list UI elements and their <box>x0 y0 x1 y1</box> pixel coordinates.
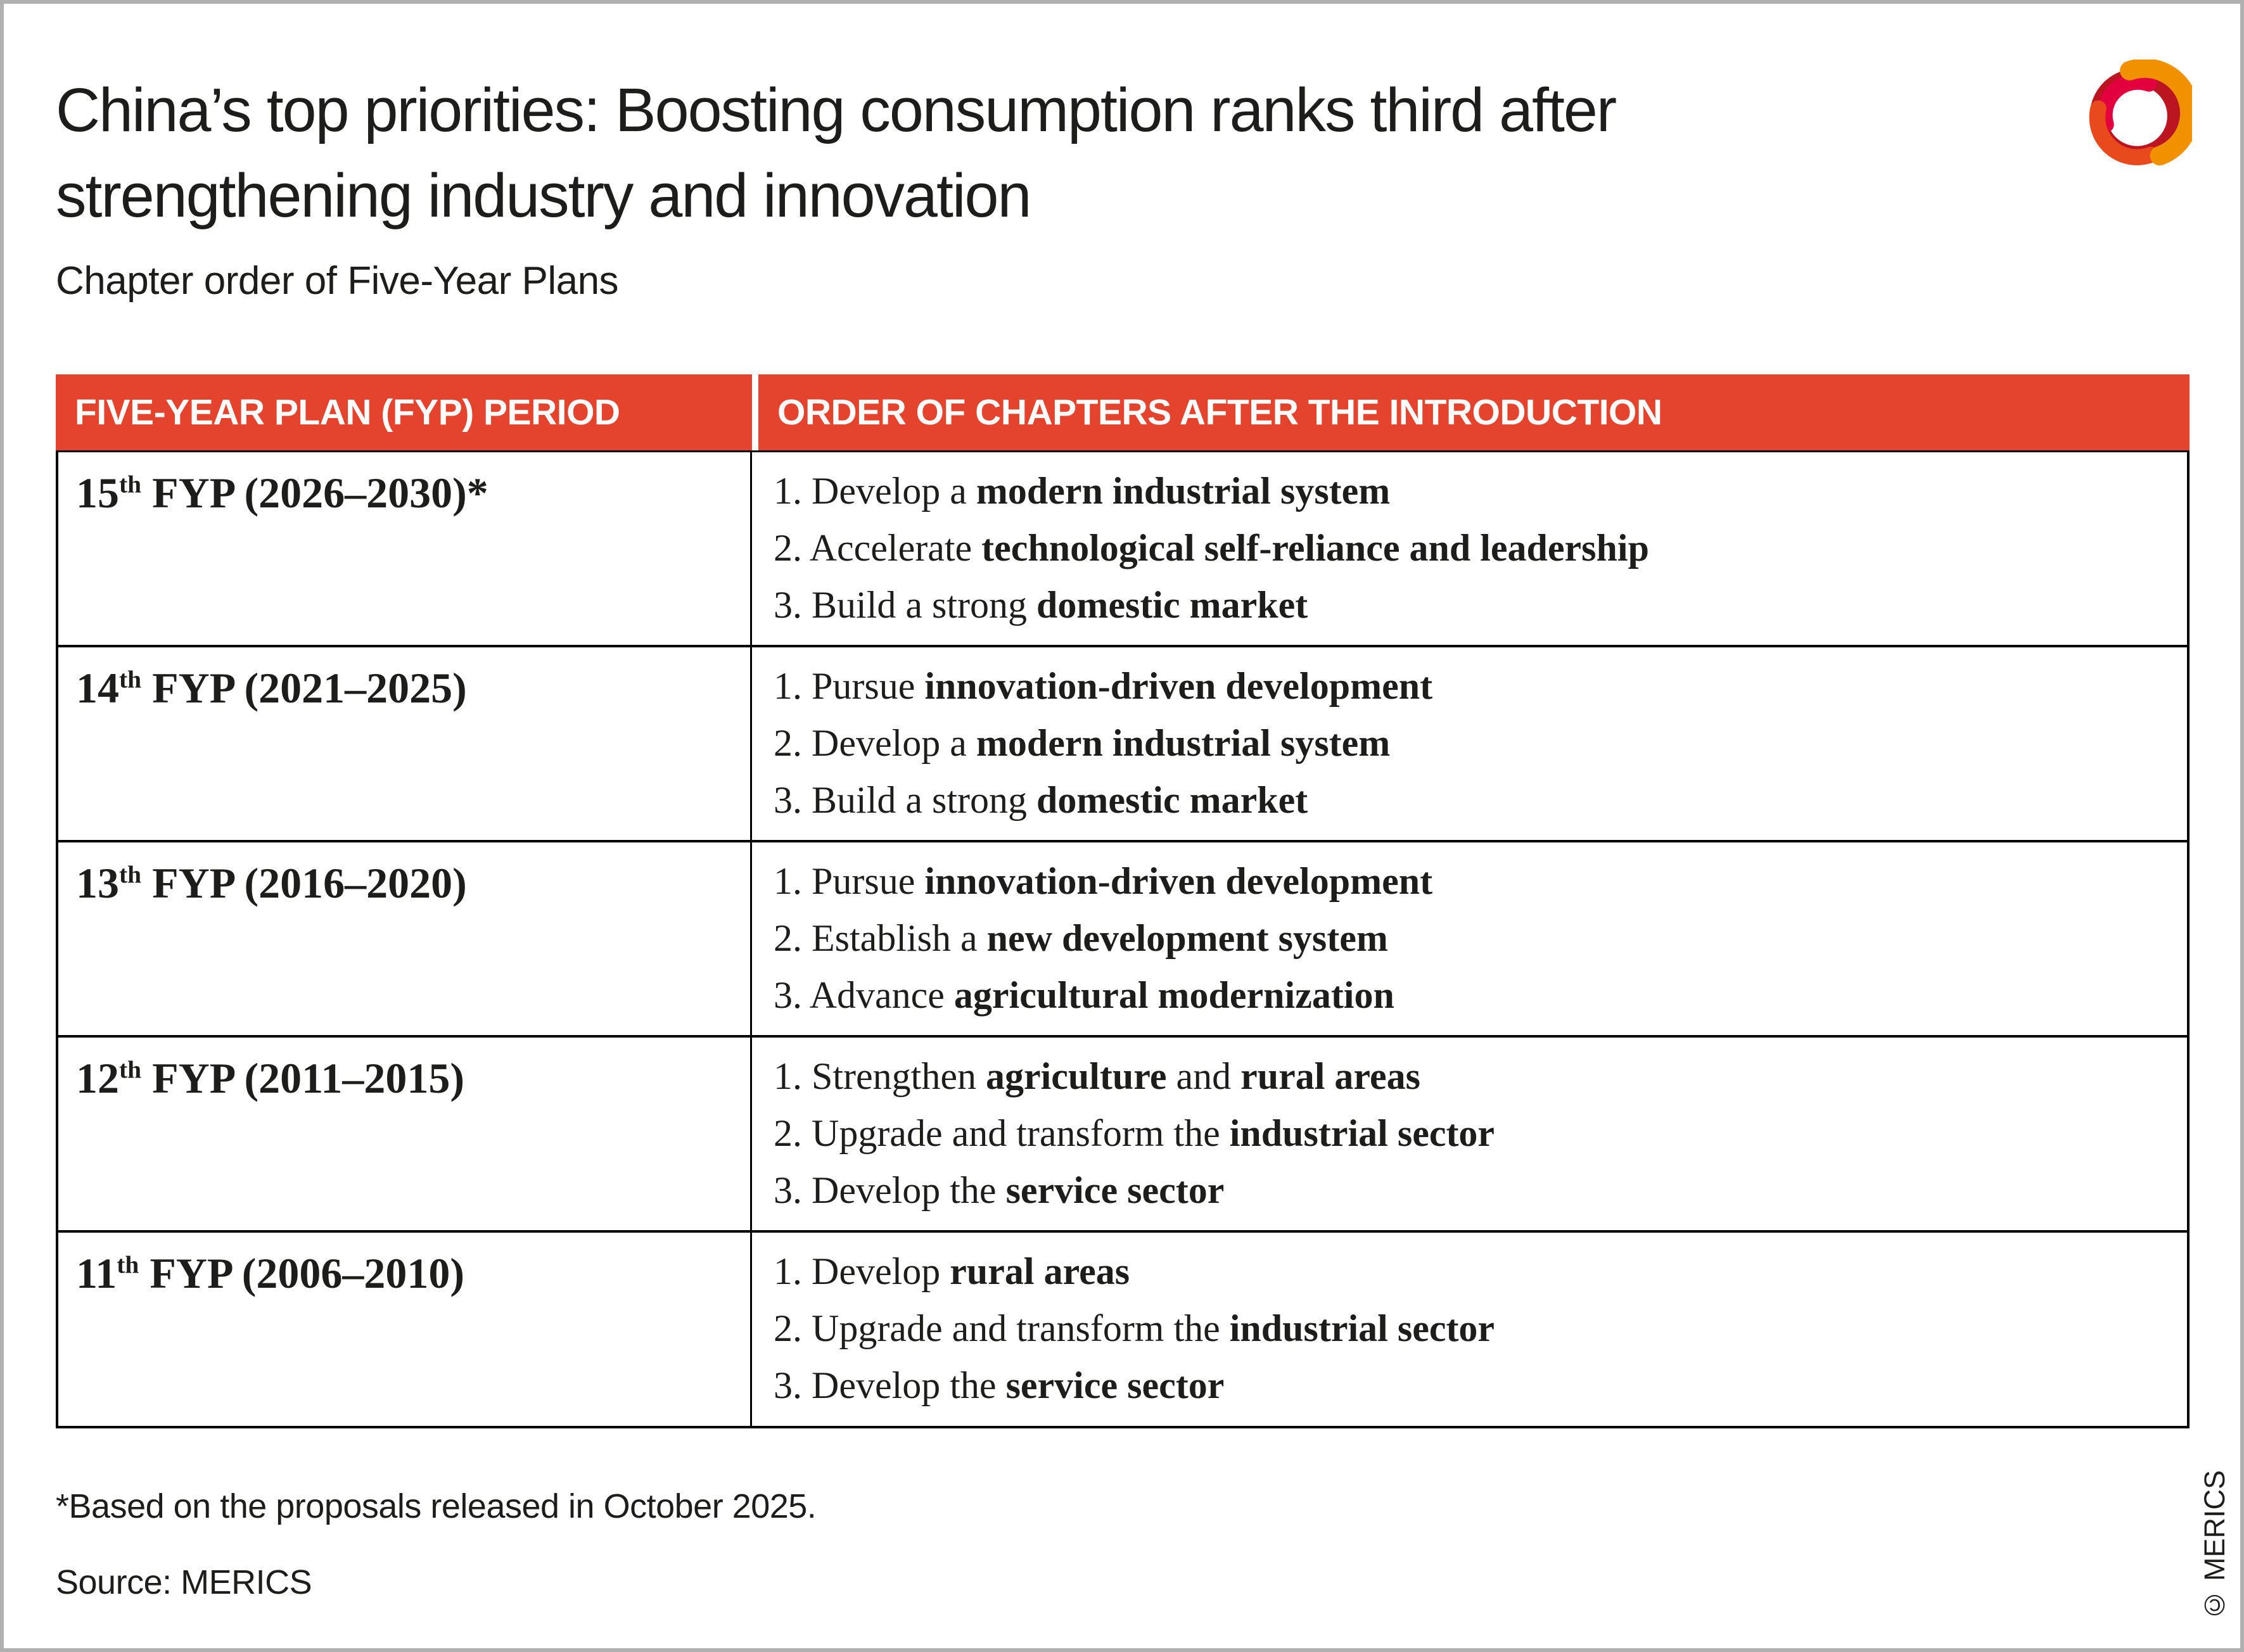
fyp-period-ordinal: th <box>117 1250 139 1279</box>
chapter-item: 1. Pursue innovation-driven development <box>774 658 2165 715</box>
chapters-cell: 1. Strengthen agriculture and rural area… <box>752 1038 2187 1230</box>
column-header-chapters: ORDER OF CHAPTERS AFTER THE INTRODUCTION <box>758 374 2190 450</box>
chapter-keyword: modern industrial system <box>976 470 1391 512</box>
chapter-item: 1. Develop rural areas <box>774 1243 2165 1300</box>
chapter-text: 3. Develop the <box>774 1364 1006 1406</box>
table-row: 14th FYP (2021–2025) 1. Pursue innovation… <box>58 647 2187 842</box>
table-row: 13th FYP (2016–2020) 1. Pursue innovation… <box>58 842 2187 1038</box>
fyp-period-number: 13 <box>76 859 119 907</box>
chapter-item: 2. Establish a new development system <box>774 910 2165 967</box>
chapter-item: 2. Develop a modern industrial system <box>774 715 2165 772</box>
page-title-line-2: strengthening industry and innovation <box>56 161 1031 230</box>
fyp-period-number: 14 <box>76 664 119 712</box>
chapter-item: 2. Accelerate technological self-relianc… <box>774 519 2165 576</box>
table-row: 15th FYP (2026–2030)* 1. Develop a modern… <box>58 452 2187 647</box>
chapter-item: 3. Build a strong domestic market <box>774 772 2165 829</box>
chapter-item: 1. Develop a modern industrial system <box>774 462 2165 519</box>
table-header-row: FIVE-YEAR PLAN (FYP) PERIOD ORDER OF CHA… <box>56 374 2190 450</box>
column-header-period: FIVE-YEAR PLAN (FYP) PERIOD <box>56 374 752 450</box>
fyp-period-cell: 11th FYP (2006–2010) <box>58 1233 752 1426</box>
fyp-period-years: FYP (2026–2030)* <box>141 469 488 517</box>
fyp-period-years: FYP (2006–2010) <box>139 1249 465 1297</box>
chapter-text: 2. Establish a <box>774 917 987 959</box>
chapter-keyword: industrial sector <box>1229 1112 1495 1154</box>
chapters-cell: 1. Pursue innovation-driven development 2… <box>752 647 2187 840</box>
chapter-keyword: agricultural modernization <box>953 974 1394 1016</box>
fyp-period-cell: 14th FYP (2021–2025) <box>58 647 752 840</box>
chapter-keyword: service sector <box>1005 1364 1225 1406</box>
chapter-keyword: innovation-driven development <box>924 860 1433 902</box>
table-body: 15th FYP (2026–2030)* 1. Develop a modern… <box>56 450 2190 1428</box>
chapter-text: 2. Upgrade and transform the <box>774 1112 1230 1154</box>
chapters-cell: 1. Develop a modern industrial system 2. … <box>752 452 2187 645</box>
chapter-keyword: technological self-reliance and leadersh… <box>981 527 1649 569</box>
chapter-text: 2. Upgrade and transform the <box>774 1307 1230 1349</box>
fyp-period-ordinal: th <box>119 1055 142 1084</box>
chapter-item: 2. Upgrade and transform the industrial … <box>774 1105 2165 1162</box>
chapter-text: 1. Pursue <box>774 665 925 707</box>
chapter-text: 3. Develop the <box>774 1169 1006 1211</box>
fyp-period-number: 11 <box>76 1249 117 1297</box>
chapter-keyword: new development system <box>986 917 1388 959</box>
chapter-keyword: service sector <box>1005 1169 1225 1211</box>
chapter-text: 1. Develop a <box>774 470 976 512</box>
chapter-keyword: innovation-driven development <box>924 665 1433 707</box>
fyp-period-ordinal: th <box>119 665 142 694</box>
chapter-keyword: rural areas <box>950 1250 1130 1292</box>
chapters-cell: 1. Pursue innovation-driven development 2… <box>752 842 2187 1035</box>
fyp-period-cell: 13th FYP (2016–2020) <box>58 842 752 1035</box>
chapter-item: 3. Develop the service sector <box>774 1162 2165 1219</box>
chapter-keyword: industrial sector <box>1229 1307 1495 1349</box>
chapter-item: 2. Upgrade and transform the industrial … <box>774 1300 2165 1357</box>
chapter-text: 3. Advance <box>774 974 954 1016</box>
fyp-period-years: FYP (2016–2020) <box>141 859 467 907</box>
fyp-table: FIVE-YEAR PLAN (FYP) PERIOD ORDER OF CHA… <box>56 374 2190 1428</box>
chapter-item: 1. Pursue innovation-driven development <box>774 853 2165 910</box>
chapter-text: and <box>1166 1055 1241 1097</box>
chapter-text: 1. Pursue <box>774 860 925 902</box>
fyp-period-cell: 12th FYP (2011–2015) <box>58 1038 752 1230</box>
chapter-text: 3. Build a strong <box>774 584 1036 626</box>
page-subtitle: Chapter order of Five-Year Plans <box>56 259 619 303</box>
copyright-vertical-label: © MERICS <box>2198 1470 2231 1622</box>
chapter-text: 3. Build a strong <box>774 779 1036 821</box>
fyp-period-cell: 15th FYP (2026–2030)* <box>58 452 752 645</box>
chapter-keyword: modern industrial system <box>976 722 1391 764</box>
merics-logo-icon <box>2089 60 2192 166</box>
fyp-period-ordinal: th <box>119 470 142 499</box>
page-title-line-1: China’s top priorities: Boosting consump… <box>56 75 1617 144</box>
chapter-item: 3. Advance agricultural modernization <box>774 967 2165 1024</box>
footnote: *Based on the proposals released in Octo… <box>56 1487 817 1525</box>
table-row: 12th FYP (2011–2015) 1. Strengthen agricu… <box>58 1038 2187 1233</box>
fyp-period-ordinal: th <box>119 860 142 889</box>
chapter-keyword: domestic market <box>1036 584 1308 626</box>
chapters-cell: 1. Develop rural areas 2. Upgrade and tra… <box>752 1233 2187 1426</box>
fyp-period-years: FYP (2021–2025) <box>141 664 467 712</box>
fyp-period-years: FYP (2011–2015) <box>141 1054 465 1102</box>
chapter-keyword: domestic market <box>1036 779 1308 821</box>
chapter-item: 3. Develop the service sector <box>774 1357 2165 1414</box>
chapter-item: 3. Build a strong domestic market <box>774 576 2165 633</box>
table-row: 11th FYP (2006–2010) 1. Develop rural are… <box>58 1233 2187 1426</box>
fyp-period-number: 12 <box>76 1054 119 1102</box>
chapter-text: 1. Develop <box>774 1250 950 1292</box>
chapter-keyword: agriculture <box>985 1055 1167 1097</box>
chapter-text: 1. Strengthen <box>774 1055 986 1097</box>
chapter-keyword: rural areas <box>1240 1055 1420 1097</box>
source-line: Source: MERICS <box>56 1563 312 1601</box>
chapter-text: 2. Develop a <box>774 722 976 764</box>
chapter-item: 1. Strengthen agriculture and rural area… <box>774 1048 2165 1105</box>
page-title: China’s top priorities: Boosting consump… <box>56 67 2020 238</box>
chapter-text: 2. Accelerate <box>774 527 982 569</box>
fyp-period-number: 15 <box>76 469 119 517</box>
